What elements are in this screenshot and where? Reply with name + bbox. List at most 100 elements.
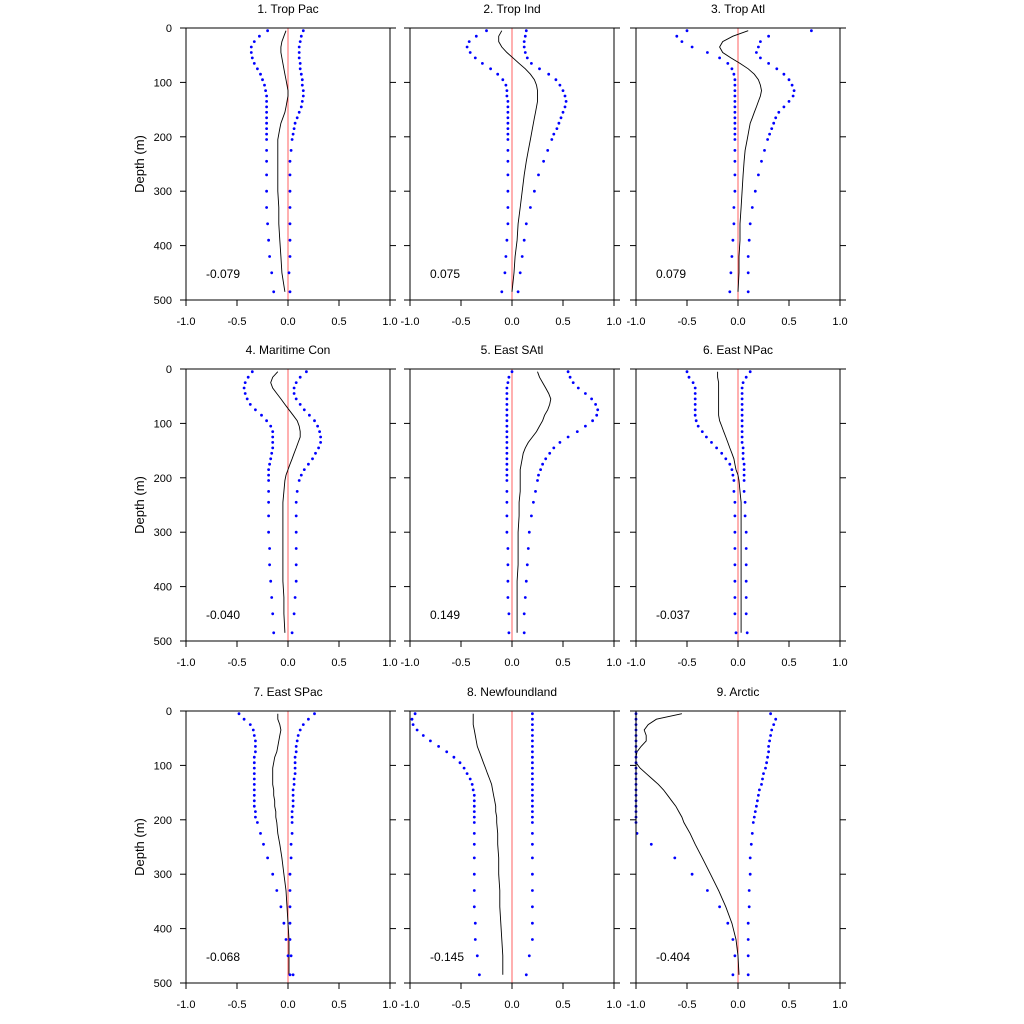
upper-bound-point	[288, 206, 292, 209]
upper-bound-point	[307, 462, 310, 466]
upper-bound-point	[533, 189, 536, 193]
upper-bound-point	[524, 579, 528, 583]
y-axis-label: Depth (m)	[132, 135, 147, 193]
lower-bound-point	[496, 72, 500, 76]
x-tick-label: 1.0	[606, 999, 621, 1011]
mean-profile-line	[472, 713, 504, 975]
lower-bound-point	[265, 189, 268, 193]
panel-3: 3. Trop Atl -1.0 -0.5 0.0 0.5 1.0 0.079	[627, 2, 848, 328]
lower-bound-point	[506, 116, 510, 120]
upper-bound-point	[557, 121, 561, 125]
lower-bound-point	[733, 500, 737, 504]
plot-frame	[409, 710, 615, 984]
lower-bound-point	[733, 127, 737, 130]
upper-bound-point	[293, 772, 297, 775]
lower-bound-point	[473, 938, 477, 941]
lower-bound-point	[268, 462, 271, 466]
upper-bound-point	[542, 159, 545, 163]
upper-bound-point	[748, 370, 752, 374]
lower-bound-point	[693, 386, 697, 390]
mean-profile-line	[270, 371, 301, 633]
lower-bound-point	[506, 173, 510, 177]
upper-bound-point	[544, 457, 548, 461]
lower-bound-point	[252, 783, 256, 786]
upper-bound-point	[558, 83, 562, 87]
upper-bound-point	[300, 83, 304, 87]
upper-bound-point	[765, 761, 768, 765]
upper-bound-point	[791, 94, 795, 98]
lower-bound-point	[685, 370, 689, 374]
upper-bound-point	[531, 815, 534, 819]
lower-bound-point	[505, 473, 509, 477]
lower-bound-point	[705, 435, 708, 439]
x-tick-label: 0.0	[280, 316, 295, 328]
panel-9: 9. Arctic -1.0 -0.5 0.0 0.5 1.0 -0.404	[627, 685, 848, 1011]
lower-bound-point	[254, 739, 257, 743]
lower-bound-point	[248, 723, 252, 726]
lower-bound-point	[732, 490, 736, 493]
x-tick-label: -1.0	[401, 316, 420, 328]
upper-bound-point	[531, 821, 534, 824]
lower-bound-point	[472, 842, 476, 846]
upper-bound-point	[288, 921, 292, 925]
upper-bound-point	[531, 717, 534, 721]
lower-bound-point	[489, 67, 492, 71]
lower-bound-point	[505, 238, 509, 242]
lower-bound-point	[465, 772, 469, 775]
lower-bound-point	[505, 514, 509, 518]
upper-bound-point	[757, 173, 760, 177]
upper-bound-point	[531, 728, 534, 732]
upper-bound-point	[753, 810, 757, 813]
upper-bound-point	[301, 94, 305, 98]
upper-bound-point	[596, 408, 600, 412]
upper-bound-point	[294, 750, 298, 754]
lower-bound-point	[506, 127, 510, 130]
lower-bound-point	[265, 116, 268, 120]
upper-bound-point	[769, 712, 772, 716]
lower-bound-point	[249, 51, 253, 54]
upper-bound-point	[564, 100, 568, 103]
lower-bound-point	[733, 149, 737, 152]
upper-bound-point	[288, 889, 292, 892]
upper-bound-point	[289, 954, 293, 958]
upper-bound-point	[766, 755, 769, 759]
mean-profile-line	[498, 30, 538, 292]
upper-bound-point	[566, 370, 570, 374]
x-tick-label: 0.0	[730, 316, 745, 328]
lower-bound-point	[505, 457, 509, 461]
upper-bound-point	[297, 51, 301, 54]
lower-bound-point	[505, 94, 509, 98]
plot-frame	[635, 368, 841, 642]
x-tick-label: 1.0	[382, 316, 397, 328]
upper-bound-point	[767, 62, 770, 65]
upper-bound-point	[772, 723, 776, 726]
upper-bound-point	[747, 905, 751, 909]
panel-7: 7. East SPac 0 100 200 300 400 500 -1.0 -0.5 0.0 0…	[132, 685, 398, 1011]
upper-bound-point	[744, 563, 748, 567]
panel-title: 4. Maritime Con	[246, 343, 331, 357]
lower-bound-point	[733, 514, 737, 518]
lower-bound-point	[411, 723, 415, 726]
upper-bound-point	[539, 468, 542, 471]
upper-bound-point	[297, 110, 301, 114]
upper-bound-point	[290, 821, 294, 824]
lower-bound-point	[693, 408, 697, 412]
upper-bound-point	[746, 954, 750, 958]
upper-bound-point	[744, 547, 748, 550]
upper-bound-point	[761, 777, 764, 781]
upper-bound-point	[547, 72, 551, 76]
lower-bound-point	[268, 563, 271, 567]
x-tick-label: -1.0	[177, 657, 196, 669]
lower-bound-point	[445, 750, 449, 754]
upper-bound-point	[751, 821, 755, 824]
lower-bound-point	[259, 72, 262, 76]
upper-bound-point	[531, 772, 534, 775]
lower-bound-point	[687, 375, 691, 379]
upper-bound-point	[748, 222, 752, 226]
lower-bound-point	[263, 83, 266, 87]
upper-bound-point	[288, 290, 292, 294]
x-tick-label: -0.5	[228, 657, 247, 669]
upper-bound-point	[767, 34, 770, 38]
lower-bound-point	[506, 547, 510, 550]
lower-bound-point	[506, 110, 510, 114]
